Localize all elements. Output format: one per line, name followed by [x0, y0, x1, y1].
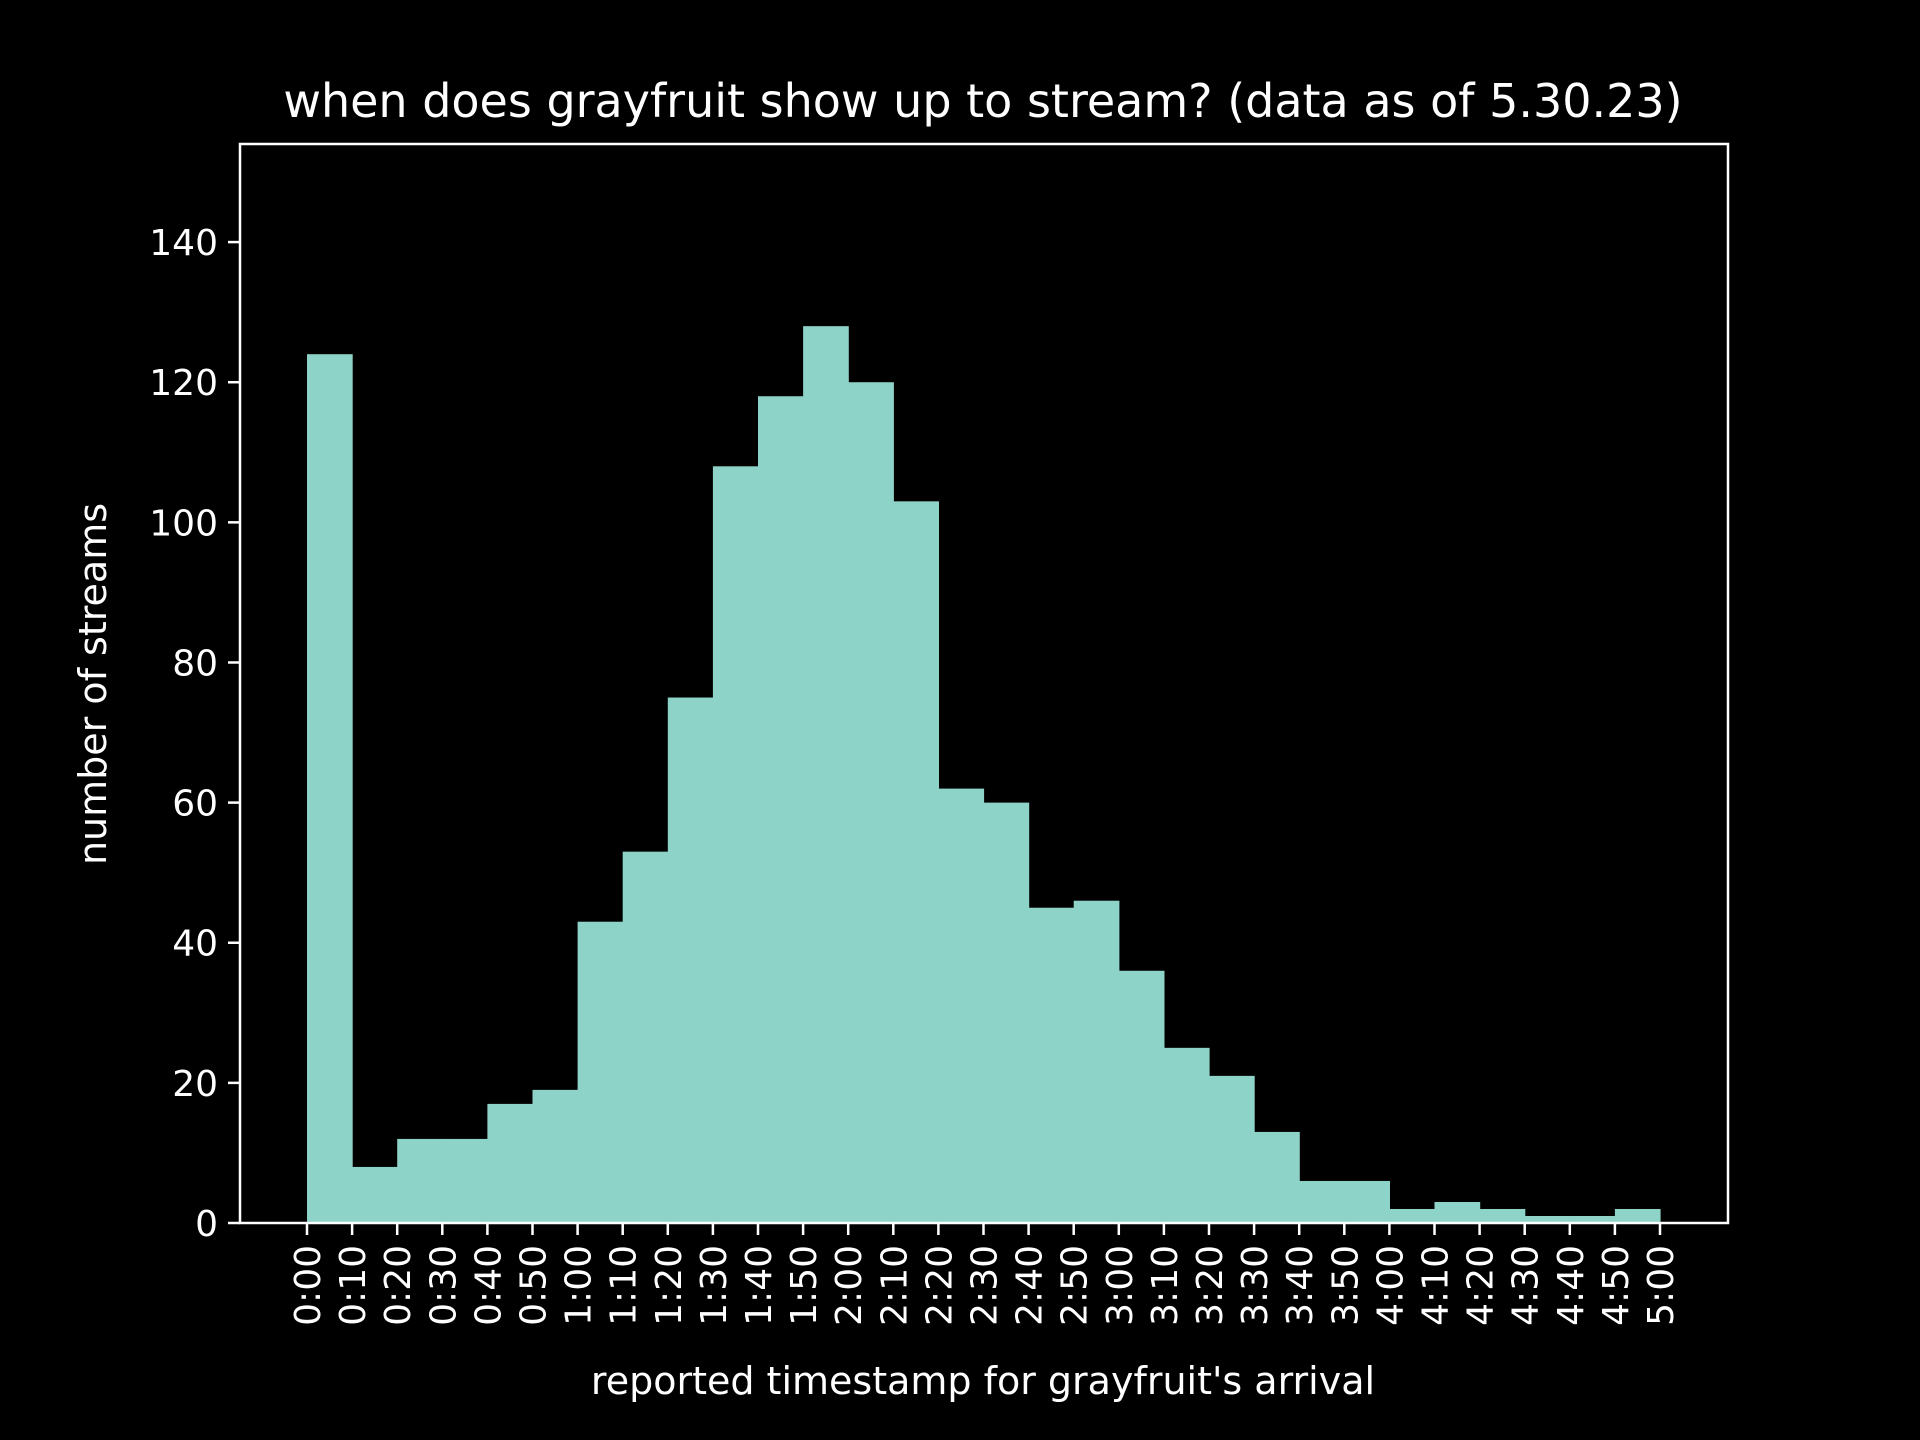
- histogram-bar: [1073, 900, 1120, 1223]
- x-tick-label: 2:30: [965, 1245, 1006, 1326]
- x-tick-label: 0:40: [468, 1245, 509, 1326]
- histogram-bar: [1118, 970, 1165, 1223]
- x-tick-label: 4:20: [1461, 1245, 1502, 1326]
- histogram-bar: [1163, 1047, 1210, 1223]
- histogram-bar: [1028, 907, 1075, 1223]
- x-tick-label: 0:10: [333, 1245, 374, 1326]
- x-tick-label: 1:50: [784, 1245, 825, 1326]
- x-tick-label: 4:00: [1370, 1245, 1411, 1326]
- histogram-bar: [1569, 1215, 1616, 1223]
- x-tick-label: 1:40: [739, 1245, 780, 1326]
- x-tick-label: 1:30: [694, 1245, 735, 1326]
- y-tick-label: 20: [172, 1064, 218, 1105]
- y-axis-label: number of streams: [71, 503, 115, 865]
- histogram-bar: [758, 396, 804, 1223]
- histogram-bar: [532, 1089, 579, 1223]
- x-tick-label: 0:00: [288, 1245, 329, 1326]
- histogram-bar: [1389, 1208, 1436, 1223]
- x-axis: 0:00 0:10 0:20 0:30 0:40 0:50 1:00 1:10 1:20 1:30…: [288, 1223, 1682, 1326]
- y-tick-label: 80: [172, 643, 218, 684]
- x-tick-label: 1:10: [604, 1245, 645, 1326]
- y-tick-label: 0: [195, 1204, 218, 1245]
- x-tick-label: 2:50: [1055, 1245, 1096, 1326]
- y-tick-label: 120: [149, 363, 218, 404]
- histogram-bar: [1344, 1180, 1390, 1223]
- histogram-bar: [352, 1166, 398, 1223]
- x-tick-label: 0:20: [378, 1245, 419, 1326]
- x-tick-label: 3:30: [1235, 1245, 1276, 1326]
- x-tick-label: 0:30: [423, 1245, 464, 1326]
- x-tick-label: 3:50: [1325, 1245, 1366, 1326]
- histogram-bar: [1299, 1180, 1345, 1223]
- histogram-bar: [803, 326, 849, 1223]
- chart-title: when does grayfruit show up to stream? (…: [283, 74, 1682, 128]
- histogram-bar: [622, 851, 669, 1223]
- x-tick-label: 4:40: [1551, 1245, 1592, 1326]
- x-tick-label: 3:20: [1190, 1245, 1231, 1326]
- x-axis-label: reported timestamp for grayfruit's arriv…: [591, 1359, 1375, 1403]
- histogram-bar: [307, 354, 353, 1223]
- x-tick-label: 1:20: [649, 1245, 690, 1326]
- x-tick-label: 5:00: [1641, 1245, 1682, 1326]
- x-tick-label: 3:10: [1145, 1245, 1186, 1326]
- histogram-bar: [1254, 1131, 1300, 1223]
- histogram-bar: [667, 697, 714, 1223]
- x-tick-label: 1:00: [559, 1245, 600, 1326]
- histogram-bar: [893, 501, 939, 1223]
- x-tick-label: 4:30: [1506, 1245, 1547, 1326]
- y-tick-label: 60: [172, 784, 218, 825]
- x-tick-label: 2:00: [829, 1245, 870, 1326]
- histogram-bar: [397, 1138, 443, 1223]
- histogram-bar: [938, 788, 985, 1223]
- x-tick-label: 4:50: [1596, 1245, 1637, 1326]
- histogram-bar: [712, 466, 759, 1223]
- histogram-bar: [983, 802, 1030, 1223]
- x-tick-label: 2:40: [1010, 1245, 1051, 1326]
- x-tick-label: 4:10: [1416, 1245, 1457, 1326]
- histogram-bar: [1479, 1208, 1526, 1223]
- bars: [307, 326, 1661, 1223]
- histogram-bar: [1614, 1208, 1661, 1223]
- histogram-bar: [848, 382, 894, 1223]
- x-tick-label: 2:20: [919, 1245, 960, 1326]
- y-axis: 0 20 40 60 80 100 120 140: [149, 223, 240, 1245]
- x-tick-label: 3:40: [1280, 1245, 1321, 1326]
- histogram-bar: [442, 1138, 488, 1223]
- x-tick-label: 3:00: [1100, 1245, 1141, 1326]
- histogram-bar: [577, 921, 624, 1223]
- histogram-bar: [487, 1103, 534, 1223]
- x-tick-label: 2:10: [874, 1245, 915, 1326]
- y-tick-label: 100: [149, 503, 218, 544]
- histogram-bar: [1524, 1215, 1571, 1223]
- y-tick-label: 40: [172, 924, 218, 965]
- histogram-bar: [1434, 1201, 1481, 1223]
- x-tick-label: 0:50: [514, 1245, 555, 1326]
- y-tick-label: 140: [149, 223, 218, 264]
- histogram-bar: [1209, 1075, 1255, 1223]
